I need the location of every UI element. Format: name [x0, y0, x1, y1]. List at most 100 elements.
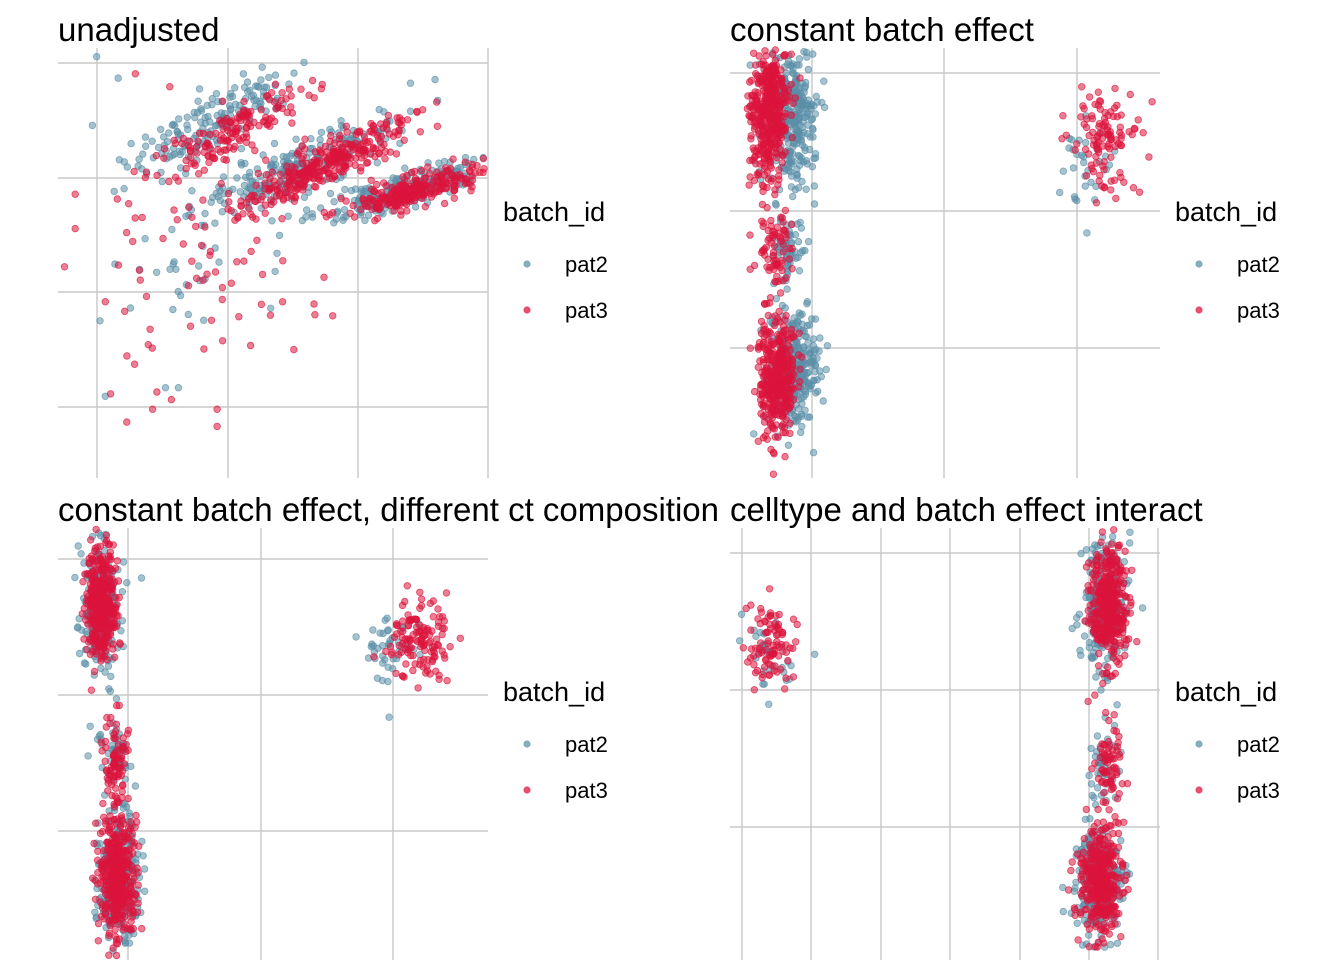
point-pat3: [398, 672, 407, 680]
point-pat3: [443, 676, 451, 685]
point-pat3: [1085, 93, 1094, 101]
point-pat2: [805, 321, 814, 329]
point-pat3: [118, 782, 127, 790]
point-pat2: [406, 107, 415, 115]
point-pat3: [769, 86, 777, 94]
point-pat3: [262, 156, 270, 164]
point-pat3: [755, 116, 763, 124]
point-pat2: [783, 285, 791, 293]
legend-title: batch_id: [1175, 197, 1277, 227]
point-pat2: [163, 137, 172, 146]
point-pat3: [429, 613, 437, 621]
point-pat2: [199, 316, 208, 324]
point-pat3: [128, 830, 137, 838]
point-pat3: [128, 237, 137, 246]
point-pat3: [214, 145, 222, 154]
point-pat2: [258, 63, 266, 71]
point-pat3: [770, 395, 779, 403]
point-pat2: [798, 177, 806, 186]
point-pat2: [271, 267, 279, 276]
point-pat3: [370, 653, 378, 661]
point-pat2: [292, 135, 300, 143]
point-pat3: [435, 671, 443, 679]
scatter-points: [743, 46, 1156, 478]
point-pat2: [793, 171, 801, 179]
point-pat3: [395, 187, 404, 195]
point-pat2: [784, 441, 793, 449]
point-pat3: [416, 588, 424, 596]
point-pat2: [791, 185, 799, 194]
point-pat2: [169, 305, 177, 314]
point-pat3: [336, 131, 344, 140]
point-pat3: [134, 899, 142, 907]
point-pat3: [479, 168, 487, 177]
point-pat2: [317, 128, 326, 137]
point-pat3: [118, 908, 126, 916]
point-pat3: [102, 900, 110, 909]
point-pat2: [265, 73, 273, 82]
point-pat3: [369, 122, 377, 130]
point-pat3: [787, 50, 795, 58]
point-pat3: [192, 142, 201, 151]
legend-label-pat2: pat2: [565, 252, 608, 277]
point-pat3: [107, 893, 116, 901]
point-pat3: [88, 601, 97, 610]
point-pat3: [197, 241, 206, 250]
point-pat2: [197, 107, 206, 115]
point-pat2: [809, 448, 818, 457]
point-pat3: [1134, 116, 1142, 124]
point-pat2: [219, 173, 228, 181]
point-pat3: [101, 757, 109, 765]
point-pat2: [340, 213, 348, 221]
point-pat3: [1126, 90, 1134, 99]
point-pat3: [152, 151, 160, 160]
point-pat3: [1092, 199, 1101, 207]
point-pat3: [78, 610, 86, 618]
point-pat3: [220, 146, 228, 154]
point-pat3: [120, 307, 129, 315]
point-pat2: [1055, 188, 1064, 197]
legend-key-pat2: [523, 740, 531, 748]
point-pat3: [227, 117, 236, 125]
point-pat2: [71, 573, 79, 582]
point-pat3: [207, 316, 216, 324]
point-pat3: [118, 793, 126, 802]
point-pat2: [286, 152, 294, 160]
point-pat3: [746, 265, 754, 273]
point-pat2: [166, 265, 174, 273]
point-pat3: [752, 160, 760, 168]
point-pat3: [1129, 183, 1138, 192]
panel-title: constant batch effect: [730, 11, 1034, 48]
point-pat3: [349, 201, 357, 210]
point-pat3: [195, 129, 204, 138]
point-pat3: [250, 118, 258, 126]
point-pat3: [288, 192, 296, 200]
point-pat3: [762, 78, 770, 87]
point-pat3: [785, 376, 793, 384]
point-pat2: [781, 304, 789, 312]
point-pat2: [806, 358, 814, 367]
point-pat3: [392, 150, 401, 158]
point-pat2: [803, 160, 811, 168]
point-pat3: [129, 907, 137, 915]
point-pat3: [105, 577, 114, 585]
point-pat3: [769, 62, 777, 71]
point-pat2: [820, 77, 828, 85]
point-pat3: [118, 745, 127, 753]
point-pat2: [1081, 138, 1090, 147]
point-pat3: [1095, 97, 1104, 105]
point-pat3: [364, 158, 372, 167]
point-pat3: [279, 257, 287, 265]
point-pat3: [257, 196, 265, 204]
point-pat3: [111, 734, 119, 742]
point-pat2: [809, 133, 817, 141]
point-pat3: [764, 124, 773, 133]
point-pat3: [99, 571, 108, 579]
point-pat2: [795, 161, 804, 169]
point-pat3: [170, 136, 178, 144]
point-pat2: [789, 192, 797, 201]
point-pat2: [140, 887, 149, 895]
point-pat3: [277, 96, 285, 104]
point-pat2: [795, 152, 804, 160]
point-pat3: [1096, 171, 1104, 180]
